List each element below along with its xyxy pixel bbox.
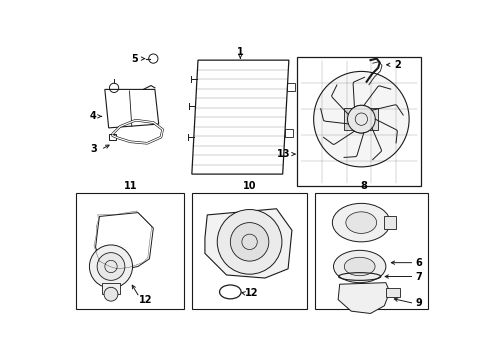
- Text: 8: 8: [360, 181, 367, 191]
- Polygon shape: [205, 209, 292, 278]
- Text: 10: 10: [243, 181, 256, 191]
- Text: 12: 12: [245, 288, 259, 298]
- Circle shape: [89, 245, 132, 288]
- Text: 9: 9: [416, 298, 422, 309]
- Text: 12: 12: [139, 294, 152, 305]
- Circle shape: [97, 253, 125, 280]
- Ellipse shape: [346, 212, 377, 233]
- Circle shape: [355, 113, 368, 125]
- Bar: [102, 283, 120, 294]
- Text: 1: 1: [237, 48, 244, 58]
- Bar: [288, 83, 295, 91]
- Circle shape: [104, 287, 118, 301]
- Bar: [297, 57, 420, 186]
- Bar: [344, 108, 378, 130]
- Text: 5: 5: [131, 54, 138, 64]
- Bar: [315, 193, 428, 309]
- Ellipse shape: [332, 203, 390, 242]
- Circle shape: [314, 71, 409, 167]
- Bar: [192, 193, 307, 309]
- Ellipse shape: [334, 250, 386, 283]
- Circle shape: [217, 210, 282, 274]
- Text: 11: 11: [123, 181, 137, 191]
- Circle shape: [347, 105, 375, 133]
- Text: 6: 6: [416, 258, 422, 267]
- Text: 4: 4: [89, 111, 96, 121]
- Text: 7: 7: [416, 271, 422, 282]
- Ellipse shape: [344, 257, 375, 276]
- Text: 2: 2: [394, 60, 401, 70]
- Text: 13: 13: [277, 149, 290, 159]
- Polygon shape: [338, 283, 390, 314]
- Circle shape: [347, 105, 375, 133]
- Bar: [109, 134, 117, 140]
- Bar: [384, 216, 396, 229]
- Circle shape: [230, 222, 269, 261]
- Text: 3: 3: [90, 144, 97, 154]
- Bar: [285, 130, 293, 137]
- Bar: [386, 288, 400, 297]
- Bar: [76, 193, 184, 309]
